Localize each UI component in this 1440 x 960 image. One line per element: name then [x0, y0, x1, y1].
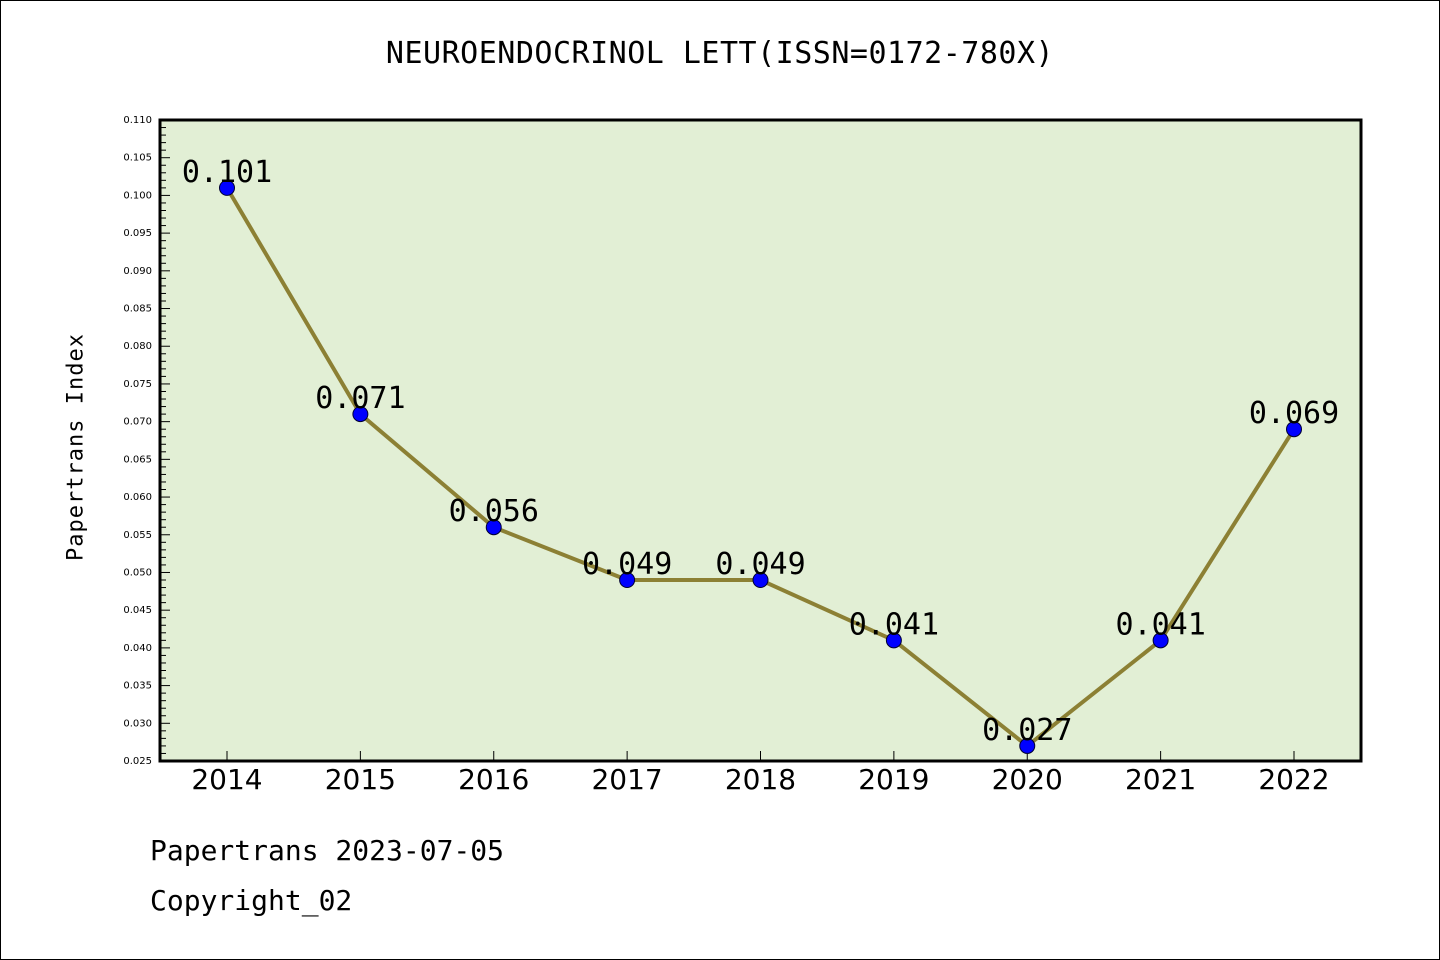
y-tick-label: 0.080: [123, 341, 152, 352]
data-point: [885, 632, 902, 649]
y-tick-label: 0.055: [123, 530, 152, 541]
x-tick-label: 2015: [325, 763, 396, 796]
plot-area: [160, 120, 1361, 761]
data-label: 0.049: [582, 547, 672, 582]
y-tick-label: 0.100: [123, 190, 152, 201]
data-label: 0.056: [449, 494, 539, 529]
data-label: 0.049: [715, 547, 805, 582]
data-point: [219, 179, 235, 196]
footer-source-date: Papertrans 2023-07-05: [150, 834, 505, 867]
data-label: 0.041: [1115, 607, 1205, 642]
data-point: [352, 406, 369, 423]
y-tick-label: 0.025: [123, 756, 152, 767]
data-labels: 0.101 0.071 0.056 0.049 0.049 0.041 0.027 0.041…: [182, 155, 1339, 748]
plot-border: [158, 118, 1363, 763]
y-tick-label: 0.095: [123, 228, 152, 239]
y-tick-label: 0.105: [123, 153, 152, 164]
data-point: [1019, 737, 1036, 754]
x-tick-label: 2017: [591, 763, 662, 796]
x-tick-label: 2022: [1258, 763, 1329, 796]
y-tick-label: 0.090: [123, 266, 152, 277]
x-tick-label: 2018: [725, 763, 796, 796]
data-label: 0.041: [849, 607, 939, 642]
x-tick-label: 2019: [858, 763, 929, 796]
series-group: [219, 179, 1302, 754]
data-point: [485, 519, 502, 536]
data-label: 0.101: [182, 155, 272, 190]
y-tick-label: 0.040: [123, 643, 152, 654]
chart-title: NEUROENDOCRINOL LETT(ISSN=0172-780X): [385, 36, 1055, 71]
y-tick-label: 0.075: [123, 379, 152, 390]
x-tick-label: 2020: [992, 763, 1063, 796]
data-point: [619, 572, 636, 589]
data-label: 0.071: [315, 381, 405, 416]
y-tick-label: 0.070: [123, 417, 152, 428]
data-label: 0.027: [982, 713, 1072, 748]
data-point: [752, 572, 769, 589]
y-tick-label: 0.110: [123, 115, 152, 126]
y-tick-label: 0.050: [123, 567, 152, 578]
y-tick-label: 0.060: [123, 492, 152, 503]
data-label: 0.069: [1249, 396, 1339, 431]
data-point: [1286, 421, 1302, 438]
y-tick-label: 0.030: [123, 718, 152, 729]
data-point: [1152, 632, 1169, 649]
footer-copyright: Copyright_02: [150, 884, 353, 917]
y-tick-label: 0.035: [123, 681, 152, 692]
x-axis: 2014 2015 2016 2017 2018 2019 2020 2021 2022: [191, 751, 1330, 796]
y-tick-label: 0.065: [123, 454, 152, 465]
y-tick-label: 0.085: [123, 304, 152, 315]
y-tick-label: 0.045: [123, 605, 152, 616]
y-axis: 0.025 0.030 0.035 0.040 0.045 0.050 0.055 0.060…: [123, 115, 170, 767]
x-tick-label: 2014: [191, 763, 262, 796]
x-tick-label: 2016: [458, 763, 529, 796]
x-tick-label: 2021: [1125, 763, 1196, 796]
